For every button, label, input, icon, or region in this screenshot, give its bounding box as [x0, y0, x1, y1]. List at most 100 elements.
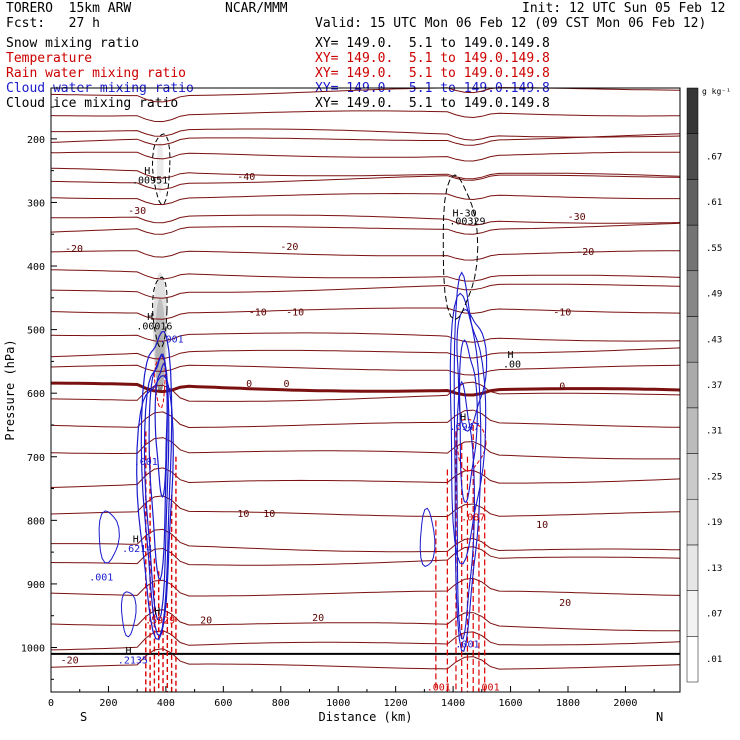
x-tick-label: 600: [214, 698, 232, 709]
y-tick-label: 1000: [21, 643, 45, 654]
axes: 0 200 400 600 800 1000 1200 1400 1600 1800 2000200…: [21, 106, 655, 709]
cloud-water-contour: [456, 308, 488, 432]
colorbar-tick-label: .19: [706, 518, 722, 528]
y-tick-label: 700: [27, 453, 45, 464]
init-time: Init: 12 UTC Sun 05 Feb 12: [522, 1, 726, 16]
contour-label: -40: [237, 172, 255, 183]
contour-label: H: [508, 350, 514, 361]
y-tick-label: 400: [27, 262, 45, 273]
temperature-contour: [50, 364, 681, 376]
cloud-water-contour: [120, 591, 137, 638]
colorbar-swatch: [686, 636, 699, 683]
temperature-contour: [50, 577, 681, 597]
colorbar-swatch: [686, 590, 699, 637]
colorbar-swatch: [686, 498, 699, 546]
cloud-water-contours: [98, 271, 488, 652]
colorbar-tick-label: .67: [706, 153, 722, 163]
cloud-water-contour: [449, 292, 487, 565]
temperature-contour: [50, 250, 680, 261]
field-label-rain: Rain water mixing ratio: [6, 66, 187, 81]
colorbar-unit: g kg⁻¹: [702, 87, 731, 96]
colorbar-tick-label: .01: [706, 655, 722, 665]
temperature-contour: [50, 546, 681, 566]
contour-label: .00016: [136, 322, 172, 333]
contour-label: H: [126, 646, 132, 657]
temperature-contour: [50, 222, 681, 235]
cloud-water-contour: [419, 507, 436, 567]
cloud-water-contour: [136, 375, 174, 640]
contour-label: 20: [200, 615, 212, 626]
colorbar-tick-label: .55: [706, 244, 722, 254]
rain-contours: [145, 355, 487, 692]
contour-label: .6947: [450, 422, 480, 433]
valid-time: Valid: 15 UTC Mon 06 Feb 12 (09 CST Mon …: [315, 16, 707, 31]
contour-label: .001: [134, 457, 158, 468]
contour-label: .00951: [132, 175, 168, 186]
contour-label: .6214: [122, 544, 152, 555]
x-tick-label: 400: [157, 698, 175, 709]
field-label-temperature: Temperature: [6, 51, 93, 66]
cloud-water-contour: [458, 339, 478, 503]
contour-label: H: [147, 312, 153, 323]
y-tick-label: 800: [27, 516, 45, 527]
y-axis-label: Pressure (hPa): [3, 339, 17, 440]
colorbar-swatch: [686, 133, 699, 180]
cloud-water-contour: [456, 380, 476, 640]
cloud-water-contour: [148, 353, 168, 581]
xy-rain: XY= 149.0. 5.1 to 149.0.149.8: [315, 66, 550, 81]
contour-label: 0: [284, 379, 290, 390]
colorbar-tick-label: .13: [706, 564, 722, 574]
contour-label: -20: [576, 247, 594, 258]
colorbar-tick-label: .61: [706, 198, 722, 208]
temperature-contour: [50, 307, 681, 320]
x-tick-label: 1400: [441, 698, 465, 709]
colorbar-tick-label: .43: [706, 335, 722, 345]
shade-upper: [156, 142, 164, 193]
contour-label: .001: [455, 639, 479, 650]
contour-label: 20: [559, 598, 571, 609]
cloud-water-contour: [140, 330, 173, 637]
contour-label: .087: [461, 512, 485, 523]
contour-label: .5929: [145, 615, 175, 626]
contour-label: H: [460, 413, 466, 424]
cloud-ice-contours: [151, 133, 479, 349]
colorbar-swatch: [686, 224, 699, 272]
contour-label: 10: [237, 509, 249, 520]
temperature-contour: [50, 192, 680, 206]
temperature-contour: [50, 133, 681, 146]
x-tick-label: 0: [48, 698, 54, 709]
temperature-contour: [50, 269, 681, 282]
contour-label: -10: [249, 308, 267, 319]
contour-label: -20: [65, 244, 83, 255]
temperature-contour: [50, 630, 681, 651]
south-label: S: [80, 710, 87, 724]
colorbar-tick-label: .25: [706, 472, 722, 482]
colorbar-swatch: [686, 361, 699, 409]
contour-label: .001: [160, 334, 184, 345]
colorbar-swatch: [686, 87, 699, 134]
plot-frame: [50, 87, 681, 693]
x-tick-label: 1800: [556, 698, 580, 709]
contour-label: 0: [246, 379, 252, 390]
contour-label: -20: [61, 655, 79, 666]
temperature-contour: [50, 87, 681, 103]
north-label: N: [656, 710, 663, 724]
contour-label: .001: [476, 683, 500, 694]
colorbar-swatch: [686, 407, 699, 454]
cloud-ice-contour: [442, 174, 479, 321]
colorbar: .01 .07 .13 .19 .25 .31 .37 .43 .49 .55 .61 .67: [686, 87, 722, 683]
contour-label: .001: [427, 683, 451, 694]
model-title: TORERO 15km ARW: [6, 1, 132, 16]
x-tick-label: 200: [99, 698, 117, 709]
temperature-contour: [50, 409, 681, 429]
contour-labels: H.00951 -40-30 H-30.00329 -30-20 -20 -20H.000…: [61, 166, 595, 694]
forecast-hour: Fcst: 27 h: [6, 16, 100, 31]
temperature-contour: [50, 381, 681, 402]
contour-label: .2135: [118, 655, 148, 666]
y-tick-label: 200: [27, 135, 45, 146]
contour-label: -10: [553, 308, 571, 319]
y-tick-label: 500: [27, 326, 45, 337]
temperature-contour: [51, 528, 681, 553]
contour-label: -10: [286, 308, 304, 319]
